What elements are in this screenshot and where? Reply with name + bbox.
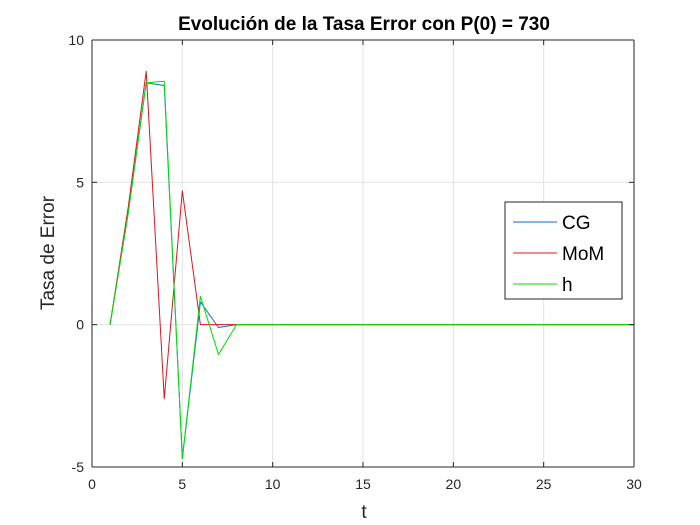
x-tick-label: 10 [265, 476, 281, 492]
x-axis-label: t [361, 502, 367, 523]
x-tick-label: 5 [178, 476, 186, 492]
y-tick-label: 10 [68, 32, 84, 48]
y-tick-label: 5 [76, 174, 84, 190]
x-tick-label: 0 [88, 476, 96, 492]
series-layer [109, 70, 634, 459]
chart-title: Evolución de la Tasa Error con P(0) = 73… [178, 14, 550, 35]
y-tick-label: 0 [76, 317, 84, 333]
legend: CG MoM h [504, 201, 623, 300]
legend-label-mom: MoM [562, 244, 604, 265]
legend-label-cg: CG [562, 213, 591, 234]
x-tick-label: 30 [626, 476, 642, 492]
legend-box [504, 201, 623, 300]
x-tick-label: 25 [536, 476, 552, 492]
x-tick-label: 20 [446, 476, 462, 492]
y-tick-label: -5 [72, 459, 85, 475]
series-line-h [109, 80, 634, 459]
y-axis-label: Tasa de Error [38, 195, 59, 310]
axes [91, 39, 635, 468]
x-tick-label: 15 [355, 476, 371, 492]
legend-label-h: h [562, 275, 573, 296]
